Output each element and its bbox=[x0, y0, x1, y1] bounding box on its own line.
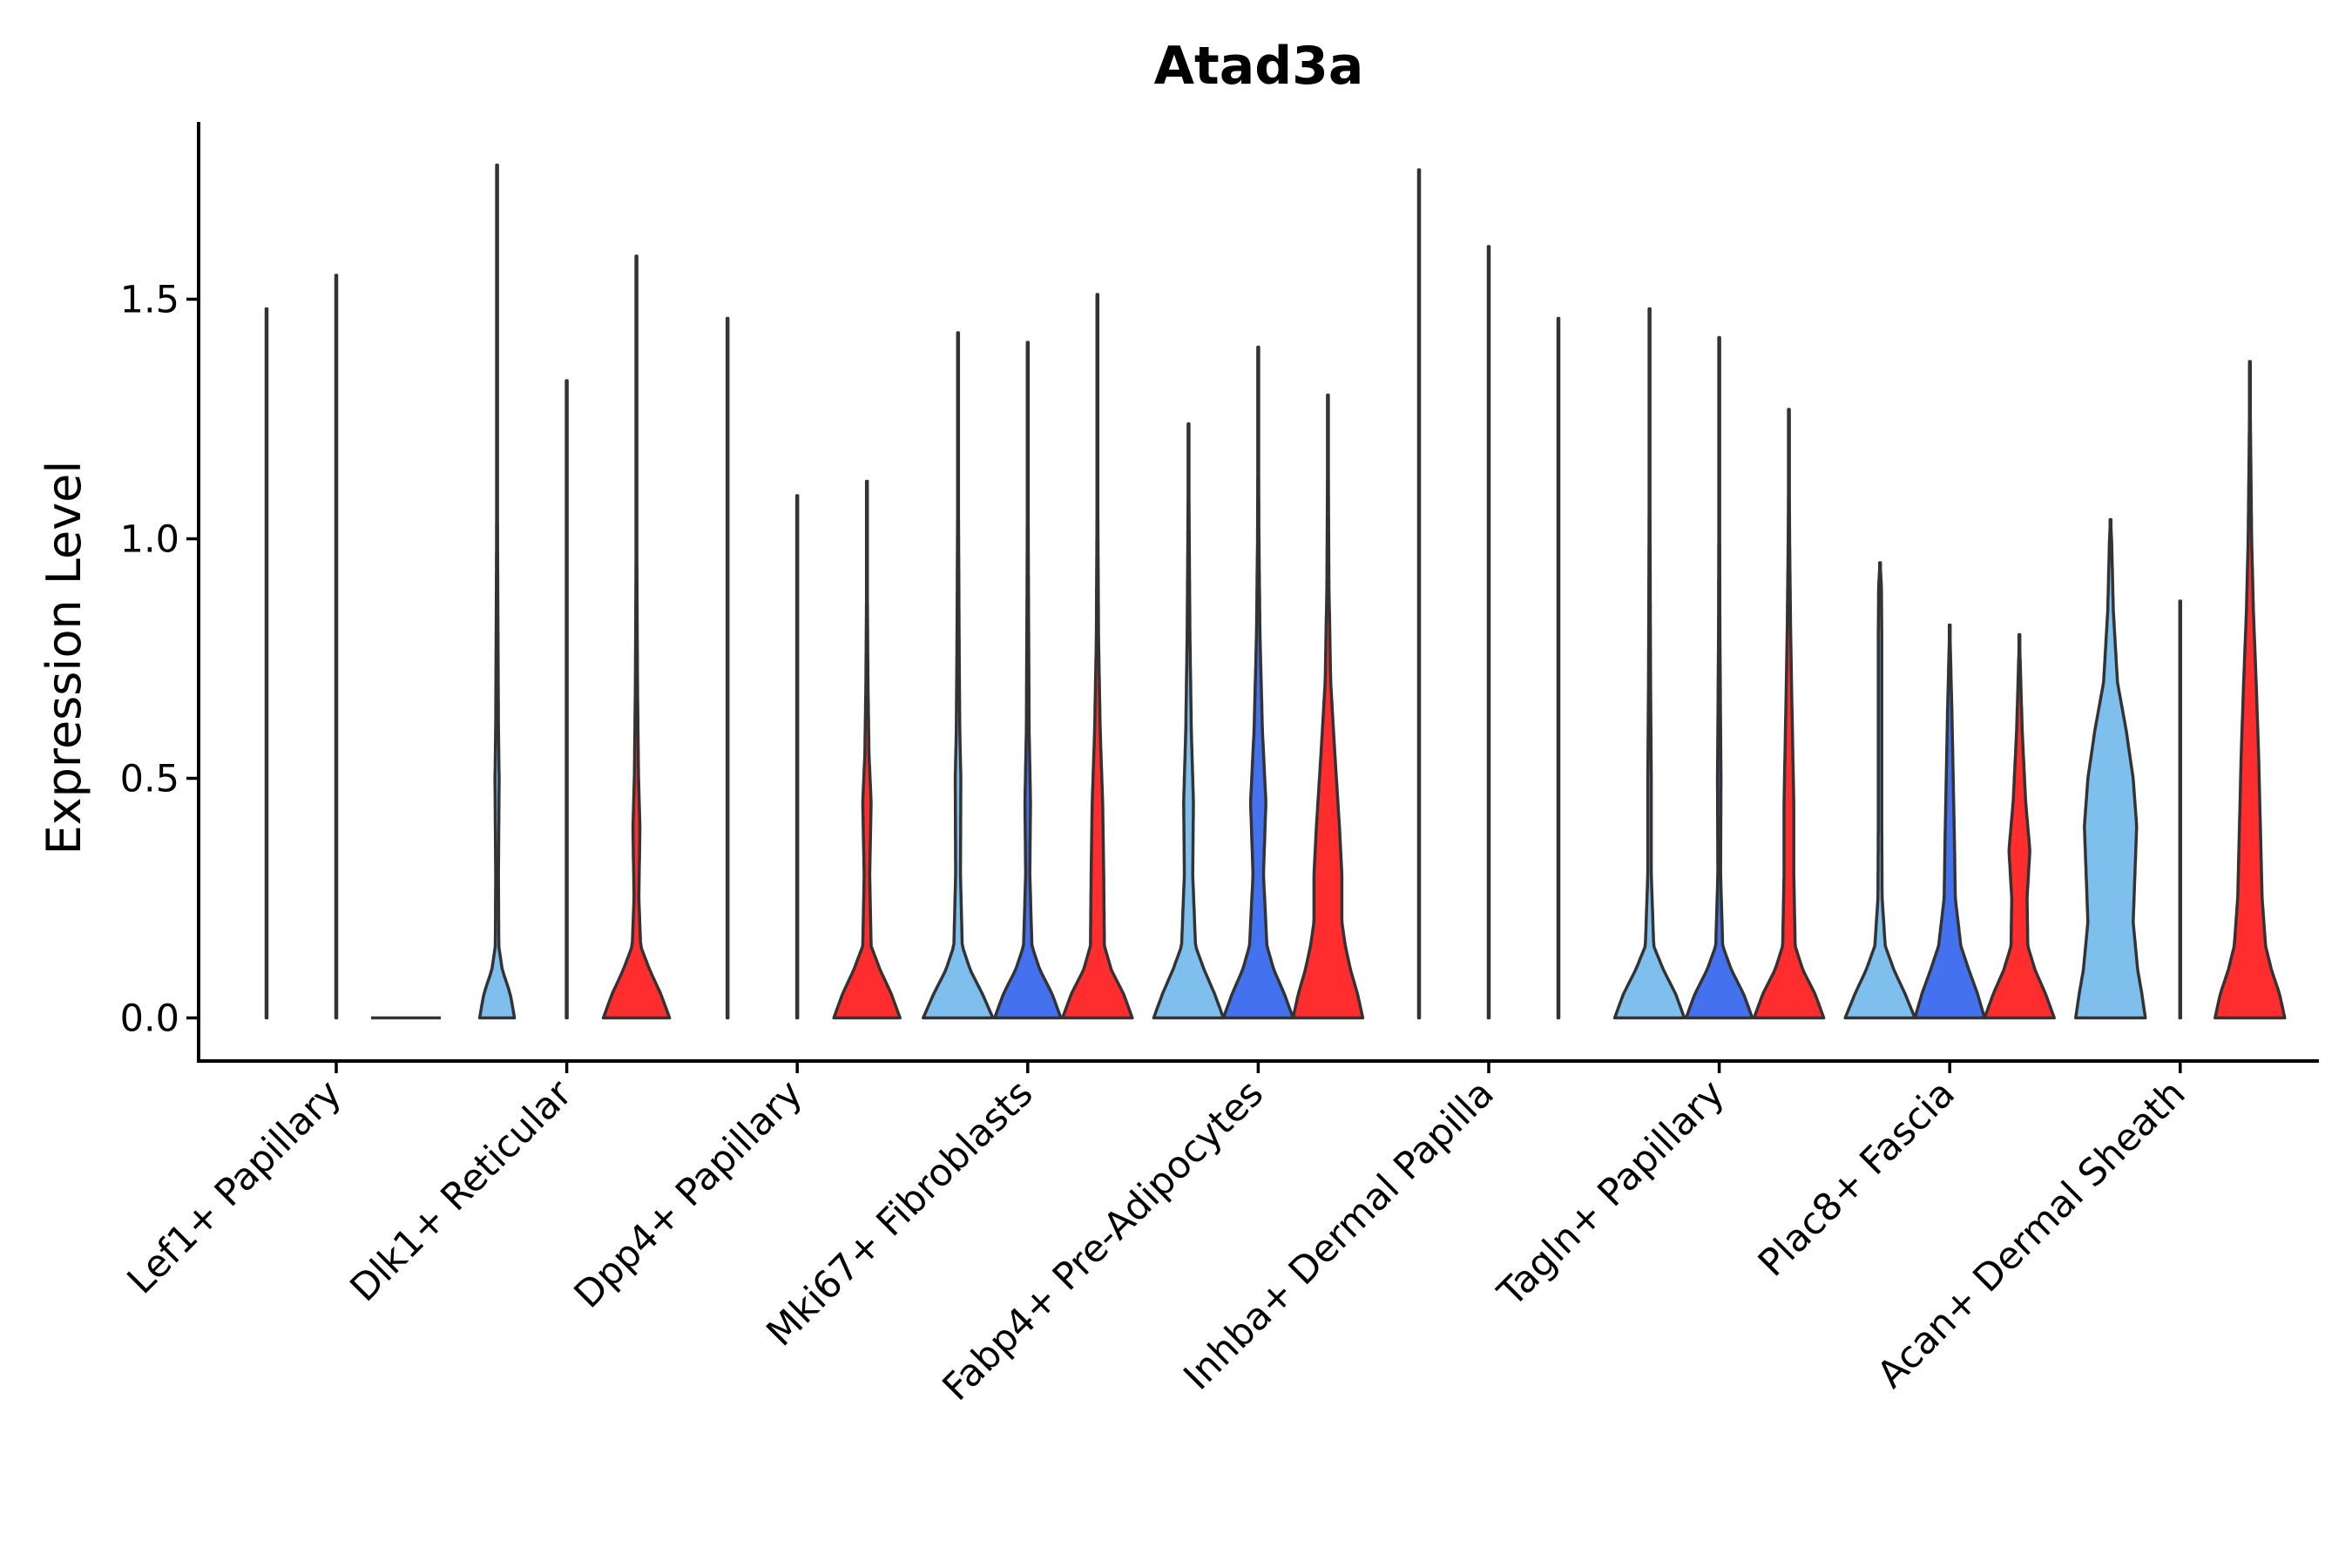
violin-red bbox=[2213, 360, 2287, 1020]
violin-light-blue bbox=[1612, 307, 1686, 1020]
violin-light-blue bbox=[725, 316, 730, 1020]
x-tick-label: Dpp4+ Papillary bbox=[566, 1071, 811, 1316]
violin-red bbox=[1061, 293, 1134, 1020]
violin-red bbox=[1556, 316, 1561, 1020]
violin-red bbox=[1291, 393, 1365, 1020]
y-tick-label: 0.5 bbox=[120, 758, 179, 801]
violin-blue bbox=[794, 494, 800, 1020]
chart-title: Atad3a bbox=[1154, 36, 1364, 97]
x-tick-label: Dlk1+ Reticular bbox=[342, 1071, 581, 1310]
violin-light-blue bbox=[1843, 561, 1916, 1020]
violin-light-blue bbox=[1152, 422, 1226, 1020]
violin-blue bbox=[1684, 335, 1754, 1020]
violins-layer bbox=[264, 163, 2287, 1020]
x-tick-label: Plac8+ Fascia bbox=[1750, 1071, 1963, 1285]
y-ticks-layer: 0.0 0.5 1.0 1.5 bbox=[120, 279, 199, 1041]
y-axis-label: Expression Level bbox=[37, 461, 91, 855]
violin-red bbox=[1983, 632, 2056, 1020]
violin-light-blue bbox=[2074, 517, 2147, 1020]
violin-blue bbox=[1913, 623, 1986, 1020]
violin-red bbox=[1752, 408, 1826, 1020]
violin-blue bbox=[1486, 245, 1491, 1020]
violin-light-blue bbox=[922, 331, 995, 1020]
x-tick-label: Tagln+ Papillary bbox=[1490, 1071, 1734, 1315]
violin-red bbox=[832, 479, 902, 1020]
violin-blue bbox=[1221, 345, 1295, 1020]
y-tick-label: 0.0 bbox=[120, 997, 179, 1041]
violin-blue bbox=[993, 341, 1063, 1020]
y-tick-label: 1.5 bbox=[120, 279, 179, 322]
violin-blue bbox=[334, 274, 339, 1020]
x-tick-label: Lef1+ Papillary bbox=[119, 1071, 350, 1302]
violin-red bbox=[601, 254, 672, 1020]
violin-light-blue bbox=[477, 163, 517, 1020]
y-tick-label: 1.0 bbox=[120, 518, 179, 562]
violin-light-blue bbox=[1416, 168, 1422, 1020]
x-tick-label: Mki67+ Fibroblasts bbox=[759, 1071, 1042, 1355]
violin-blue bbox=[564, 379, 569, 1020]
